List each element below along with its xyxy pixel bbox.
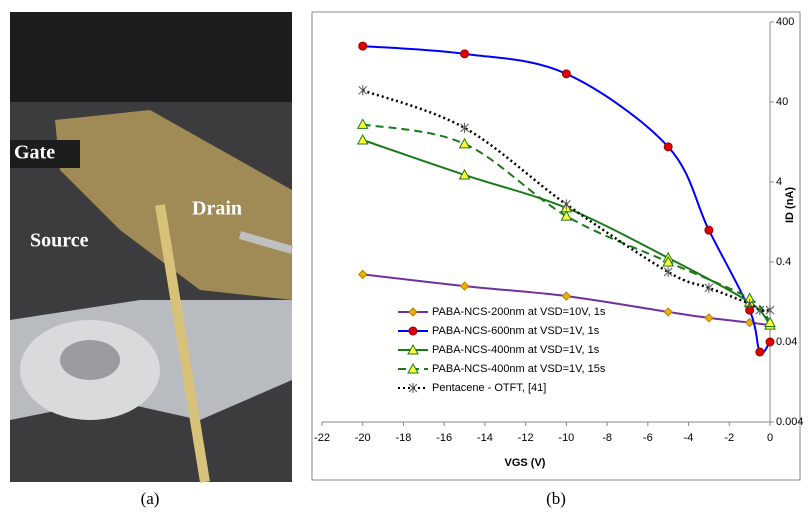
x-tick-label: -4 [684, 432, 694, 444]
caption-a: (a) [141, 489, 160, 508]
chart-frame [312, 12, 800, 480]
label-drain: Drain [192, 198, 242, 220]
y-tick-label: 0.004 [776, 416, 804, 428]
data-point [664, 308, 672, 316]
data-point [766, 338, 774, 346]
data-point [359, 85, 367, 95]
photo: Gate Source Drain [10, 12, 292, 482]
x-axis-title: VGS (V) [505, 457, 546, 469]
data-point [705, 226, 713, 234]
x-tick-label: -8 [602, 432, 612, 444]
y-tick-label: 0.04 [776, 336, 797, 348]
y-tick-label: 400 [776, 16, 794, 28]
x-tick-label: -10 [558, 432, 574, 444]
data-point [562, 199, 570, 209]
label-gate: Gate [14, 142, 55, 164]
data-point [705, 314, 713, 322]
legend-marker [409, 327, 417, 335]
legend-label: Pentacene - OTFT, [41] [432, 382, 546, 394]
y-tick-label: 0.4 [776, 256, 791, 268]
caption-b: (b) [546, 489, 566, 508]
y-axis-title: ID (nA) [784, 187, 796, 223]
screw-head [60, 340, 120, 380]
data-point [756, 348, 764, 356]
label-source: Source [30, 230, 89, 252]
y-tick-label: 40 [776, 96, 788, 108]
legend-label: PABA-NCS-400nm at VSD=1V, 15s [432, 363, 606, 375]
data-point [359, 270, 367, 278]
data-point [664, 143, 672, 151]
legend-marker [409, 383, 417, 393]
data-point [358, 119, 368, 128]
data-point [562, 292, 570, 300]
x-tick-label: -20 [355, 432, 371, 444]
data-point [561, 211, 571, 220]
data-point [664, 267, 672, 277]
x-tick-label: -2 [724, 432, 734, 444]
x-tick-label: -16 [436, 432, 452, 444]
y-tick-label: 4 [776, 176, 782, 188]
legend-label: PABA-NCS-600nm at VSD=1V, 1s [432, 325, 600, 337]
x-tick-label: -14 [477, 432, 493, 444]
legend-label: PABA-NCS-200nm at VSD=10V, 1s [432, 306, 606, 318]
data-point [460, 139, 470, 148]
data-point [562, 70, 570, 78]
x-tick-label: -18 [396, 432, 412, 444]
legend-label: PABA-NCS-400nm at VSD=1V, 1s [432, 344, 600, 356]
data-point [358, 135, 368, 144]
data-point [461, 50, 469, 58]
photo-shade [10, 12, 292, 102]
figure: Gate Source Drain (a) (b) -22-20-18-16-1… [0, 0, 810, 512]
x-tick-label: -22 [314, 432, 330, 444]
data-point [461, 282, 469, 290]
x-tick-label: -6 [643, 432, 653, 444]
x-tick-label: -12 [518, 432, 534, 444]
data-point [461, 123, 469, 133]
data-point [359, 42, 367, 50]
x-tick-label: 0 [767, 432, 773, 444]
legend-marker [409, 308, 417, 316]
